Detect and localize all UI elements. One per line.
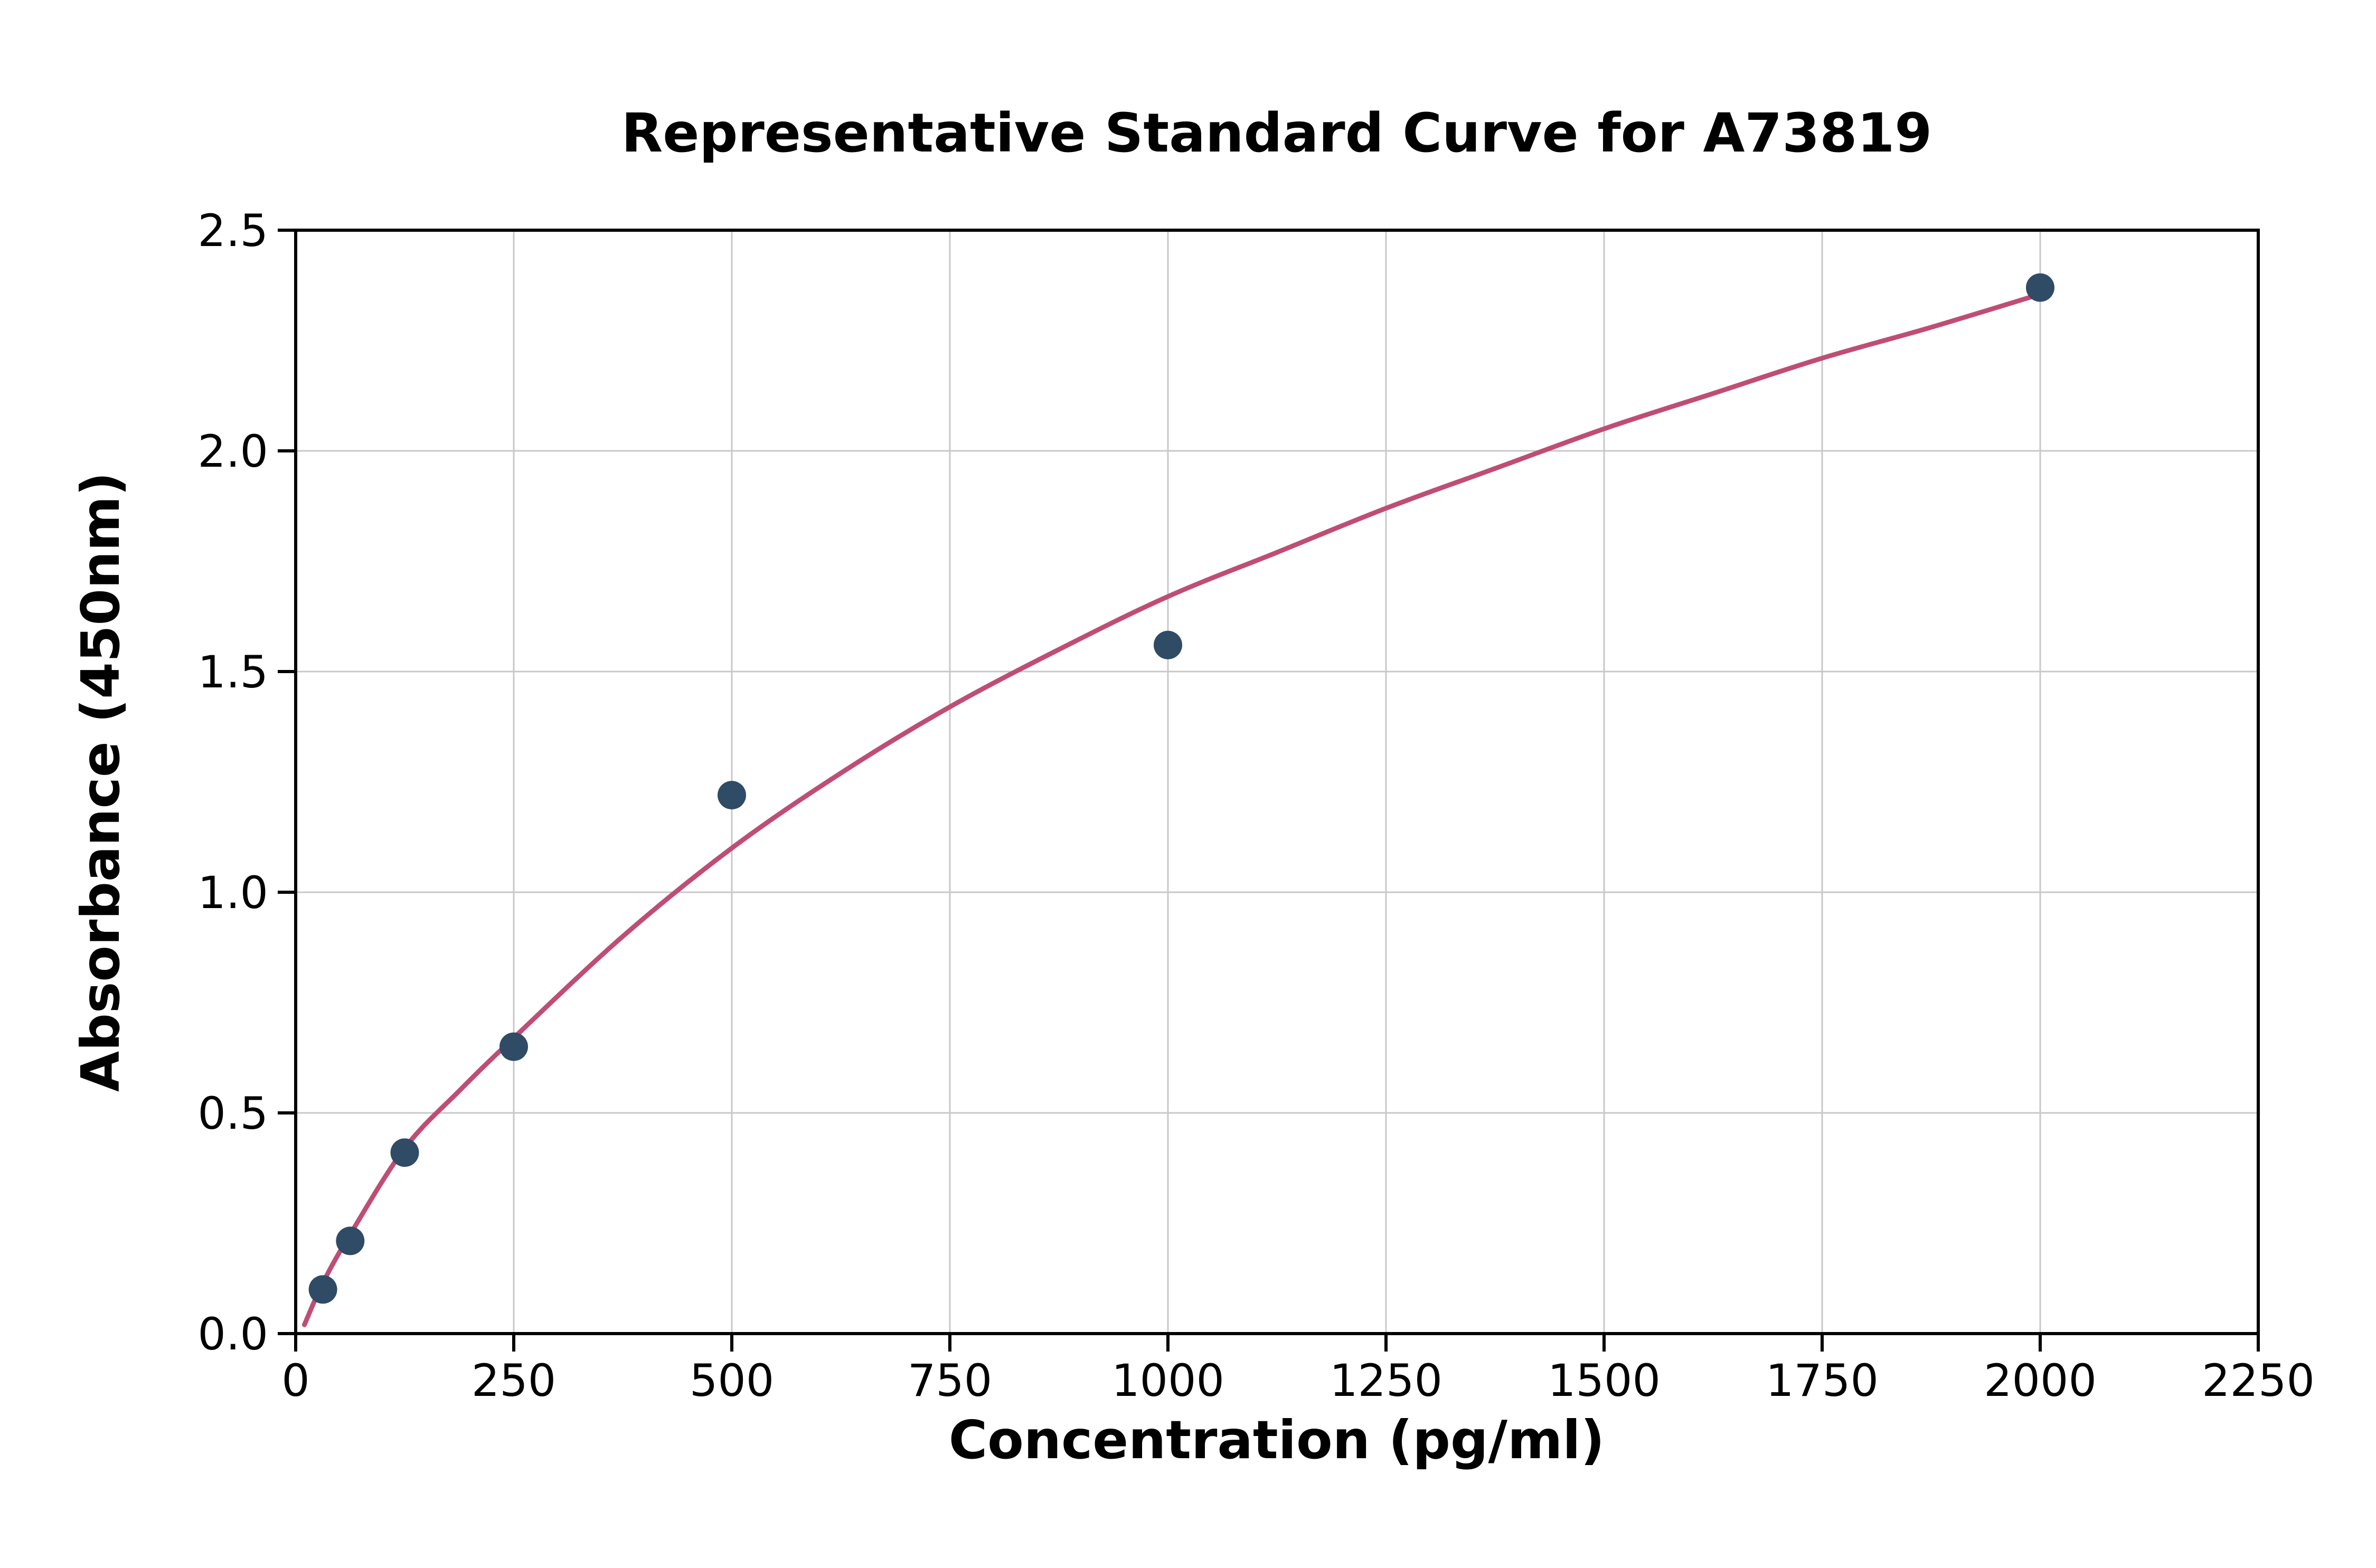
plot-border [294, 229, 2260, 1335]
data-point [336, 1226, 365, 1255]
x-tick-label: 1500 [1548, 1355, 1661, 1406]
chart-title: Representative Standard Curve for A73819 [621, 102, 1932, 165]
data-point [499, 1032, 528, 1061]
y-tick-label: 2.5 [197, 205, 268, 257]
x-tick-label: 1750 [1766, 1355, 1879, 1406]
x-tick-label: 1000 [1111, 1355, 1224, 1406]
x-tick-label: 500 [690, 1355, 774, 1406]
x-tick-label: 2250 [2202, 1355, 2315, 1406]
data-point [718, 781, 746, 810]
y-axis-label: Absorbance (450nm) [70, 472, 131, 1092]
data-point [2026, 273, 2054, 302]
data-point [390, 1138, 419, 1167]
y-tick-label: 0.0 [197, 1308, 268, 1360]
grid-lines [295, 229, 2259, 1335]
y-tick-label: 1.5 [197, 646, 268, 698]
data-points [308, 273, 2054, 1304]
x-axis-label: Concentration (pg/ml) [949, 1409, 1605, 1471]
data-point [308, 1275, 337, 1304]
x-tick-label: 0 [281, 1355, 309, 1406]
data-point [1154, 630, 1182, 659]
fit-curve-line [302, 291, 2043, 1327]
y-tick-label: 0.5 [197, 1088, 268, 1139]
y-tick-label: 1.0 [197, 867, 268, 919]
axis-tick-labels: 0 250 500 750 1000 1250 1500 1750 2000 2250 0.0 0.5… [197, 205, 2314, 1406]
axis-ticks [278, 229, 2260, 1352]
x-tick-label: 250 [472, 1355, 556, 1406]
x-tick-label: 2000 [1984, 1355, 2097, 1406]
y-tick-label: 2.0 [197, 426, 268, 477]
x-tick-label: 750 [908, 1355, 992, 1406]
x-tick-label: 1250 [1330, 1355, 1442, 1406]
